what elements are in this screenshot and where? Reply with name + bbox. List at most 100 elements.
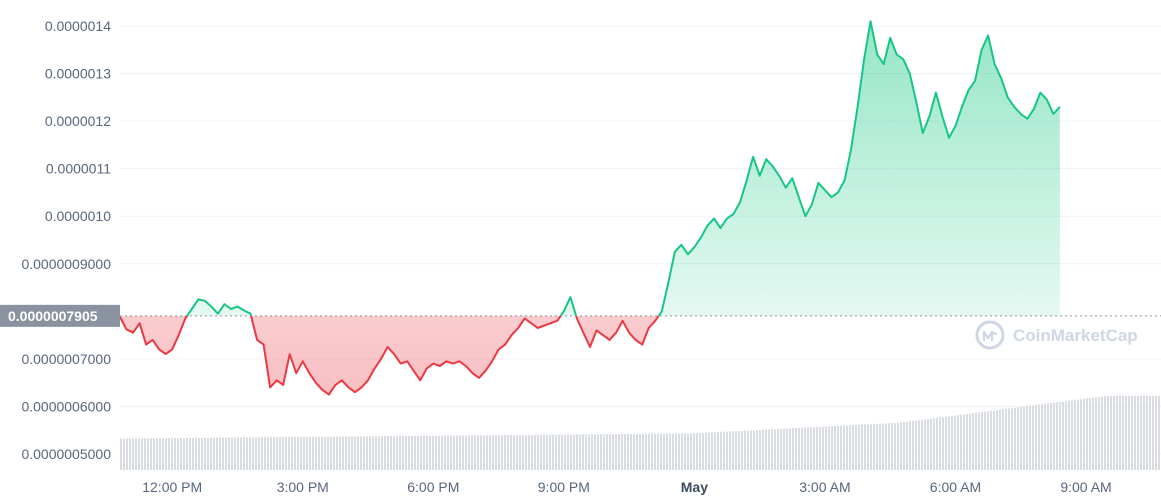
volume-bar [723, 431, 725, 470]
volume-bar [621, 434, 623, 470]
x-tick-label: May [681, 479, 708, 495]
volume-bar [561, 434, 563, 470]
volume-bar [450, 435, 452, 470]
volume-bar [525, 434, 527, 470]
volume-bar [1044, 403, 1046, 470]
volume-bar [1050, 403, 1052, 470]
volume-bar [1023, 406, 1025, 470]
volume-bar [231, 437, 233, 470]
volume-bar [957, 415, 959, 470]
volume-bar [288, 437, 290, 470]
volume-bar [1071, 400, 1073, 470]
volume-bar [933, 418, 935, 470]
volume-bar [375, 436, 377, 470]
volume-bar [648, 433, 650, 470]
volume-bar [1032, 405, 1034, 470]
volume-bar [807, 427, 809, 470]
volume-bar [597, 434, 599, 470]
reference-price-text: 0.0000007905 [8, 308, 98, 324]
volume-bar [303, 436, 305, 470]
volume-bar [447, 435, 449, 470]
y-tick-label: 0.0000012 [45, 113, 111, 129]
volume-bar [471, 435, 473, 470]
volume-bar [924, 419, 926, 470]
volume-bar [534, 434, 536, 470]
volume-bar [984, 411, 986, 470]
volume-bar [225, 437, 227, 470]
volume-bar [1086, 398, 1088, 470]
volume-bar [630, 433, 632, 470]
volume-bar [792, 428, 794, 470]
volume-bar [168, 438, 170, 470]
volume-bar [741, 430, 743, 470]
volume-bar [486, 435, 488, 470]
volume-bar [363, 436, 365, 470]
volume-bar [177, 438, 179, 470]
volume-bar [909, 421, 911, 470]
volume-bar [207, 437, 209, 470]
volume-bar [675, 433, 677, 470]
x-tick-label: 6:00 PM [407, 479, 459, 495]
volume-bar [966, 413, 968, 470]
volume-bar [684, 433, 686, 470]
volume-bar [771, 429, 773, 470]
volume-bar [1017, 407, 1019, 470]
volume-bar [978, 412, 980, 470]
volume-bar [1101, 396, 1103, 470]
volume-bar [789, 428, 791, 470]
volume-bar [1092, 397, 1094, 470]
volume-bar [852, 425, 854, 470]
volume-bar [744, 430, 746, 470]
volume-bar [954, 415, 956, 470]
volume-bar [435, 435, 437, 470]
volume-bar [222, 437, 224, 470]
volume-bar [306, 436, 308, 470]
volume-bar [756, 430, 758, 470]
volume-bar [564, 434, 566, 470]
volume-bar [798, 427, 800, 470]
price-area-below-reference [120, 315, 659, 395]
volume-bar [825, 426, 827, 470]
volume-bar [774, 429, 776, 470]
volume-bar [747, 430, 749, 470]
volume-bar [753, 430, 755, 470]
volume-bar [453, 435, 455, 470]
volume-bar [384, 436, 386, 470]
volume-bar [849, 425, 851, 470]
volume-bar [612, 434, 614, 470]
volume-bar [750, 430, 752, 470]
volume-bar [513, 435, 515, 470]
volume-bar [1107, 395, 1109, 470]
volume-bar [348, 436, 350, 470]
volume-bar [318, 436, 320, 470]
volume-bar [1053, 402, 1055, 470]
volume-bar [309, 436, 311, 470]
volume-bar [627, 433, 629, 470]
volume-bar [147, 438, 149, 470]
volume-bar [1008, 408, 1010, 470]
volume-bar [618, 434, 620, 470]
volume-bar [729, 431, 731, 470]
volume-bar [567, 434, 569, 470]
volume-bar [1116, 395, 1118, 470]
volume-bar [1002, 409, 1004, 470]
volume-bar [678, 433, 680, 470]
volume-bar [120, 438, 122, 470]
volume-bar [690, 433, 692, 470]
volume-bar [1038, 404, 1040, 470]
volume-bar [378, 436, 380, 470]
volume-bar [1143, 395, 1145, 470]
volume-bar [1029, 405, 1031, 470]
volume-bar [423, 435, 425, 470]
volume-bar [864, 424, 866, 470]
volume-bar [477, 435, 479, 470]
volume-bar [714, 432, 716, 470]
volume-bar [858, 424, 860, 470]
volume-bar [249, 437, 251, 470]
volume-bar [711, 432, 713, 470]
volume-bar [855, 424, 857, 470]
volume-bar [993, 410, 995, 470]
volume-bar [720, 431, 722, 470]
volume-bar [192, 437, 194, 470]
